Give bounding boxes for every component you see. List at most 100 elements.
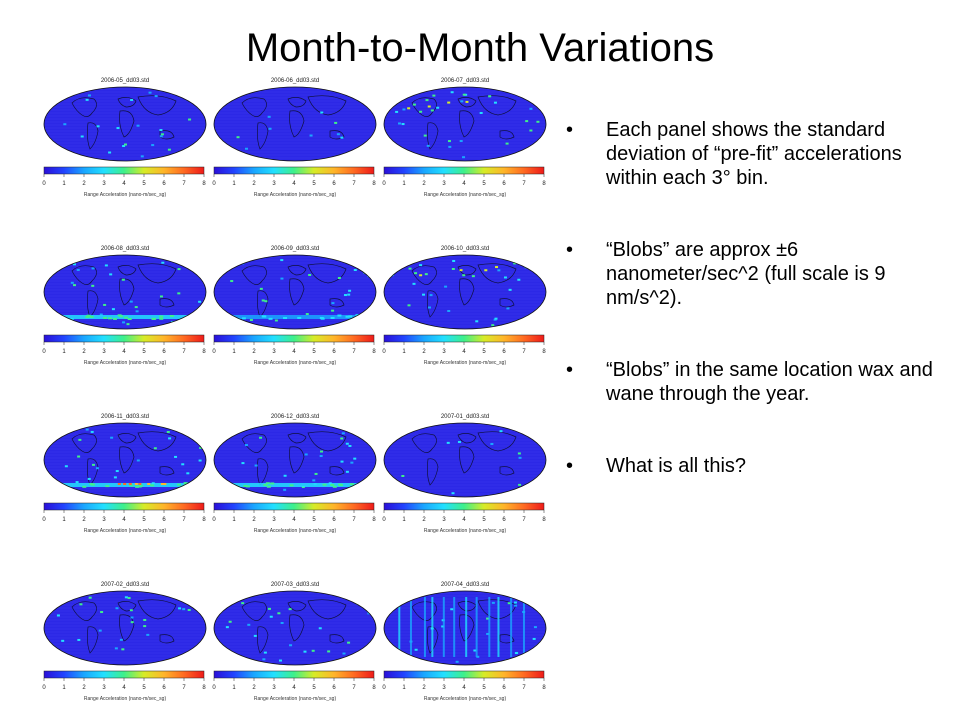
colorbar-tick-label: 2 bbox=[82, 349, 86, 355]
colorbar-tick-label: 7 bbox=[522, 181, 526, 187]
colorbar-title: Range Acceleration (nano-m/sec_sg) bbox=[423, 696, 507, 702]
colorbar-tick-label: 8 bbox=[372, 517, 376, 523]
colorbar-tick-label: 3 bbox=[102, 685, 106, 691]
map-panel: 2007-04_dd03.std 0 1 2 3 4 5 6 7 8 Range Accelerat… bbox=[382, 581, 548, 709]
bullet-dot: • bbox=[566, 359, 574, 381]
colorbar-tick-label: 0 bbox=[42, 685, 46, 691]
colorbar-tick-label: 0 bbox=[212, 685, 216, 691]
slide-title: Month-to-Month Variations bbox=[245, 26, 715, 70]
colorbar: 0 1 2 3 4 5 6 7 8 bbox=[382, 670, 546, 691]
panel-label: 2007-01_dd03.std bbox=[440, 414, 490, 420]
bullet-dot: • bbox=[566, 239, 574, 261]
colorbar: 0 1 2 3 4 5 6 7 8 bbox=[42, 502, 206, 523]
bullet-text: “Blobs” in the same location wax and wan… bbox=[606, 359, 933, 405]
colorbar: 0 1 2 3 4 5 6 7 8 bbox=[212, 334, 376, 355]
colorbar-tick-label: 8 bbox=[542, 349, 546, 355]
colorbar-tick-label: 4 bbox=[292, 349, 296, 355]
colorbar-tick-label: 4 bbox=[292, 685, 296, 691]
world-map bbox=[43, 590, 207, 666]
colorbar-tick-label: 8 bbox=[542, 685, 546, 691]
bullet-item: • Each panel shows the standard deviation… bbox=[566, 118, 946, 190]
world-map bbox=[43, 422, 207, 498]
colorbar-tick-label: 7 bbox=[522, 517, 526, 523]
colorbar-tick-label: 4 bbox=[462, 517, 466, 523]
colorbar-tick-label: 2 bbox=[82, 517, 86, 523]
colorbar: 0 1 2 3 4 5 6 7 8 bbox=[382, 502, 546, 523]
colorbar: 0 1 2 3 4 5 6 7 8 bbox=[382, 334, 546, 355]
colorbar: 0 1 2 3 4 5 6 7 8 bbox=[212, 670, 376, 691]
colorbar-tick-label: 7 bbox=[522, 685, 526, 691]
colorbar-tick-label: 7 bbox=[352, 685, 356, 691]
colorbar-tick-label: 1 bbox=[402, 349, 406, 355]
colorbar-tick-label: 8 bbox=[372, 685, 376, 691]
colorbar-tick-label: 3 bbox=[442, 517, 446, 523]
colorbar-tick-label: 3 bbox=[442, 685, 446, 691]
colorbar-tick-label: 2 bbox=[252, 685, 256, 691]
bullet-item: • What is all this? bbox=[566, 454, 946, 478]
colorbar-tick-label: 4 bbox=[122, 685, 126, 691]
panel-label: 2006-06_dd03.std bbox=[270, 78, 320, 84]
colorbar: 0 1 2 3 4 5 6 7 8 bbox=[42, 334, 206, 355]
colorbar-tick-label: 5 bbox=[482, 349, 486, 355]
colorbar-tick-label: 3 bbox=[272, 181, 276, 187]
colorbar-tick-label: 3 bbox=[272, 517, 276, 523]
map-panel: 2006-10_dd03.std 0 1 2 3 4 5 6 7 8 Range Accelerat… bbox=[382, 245, 548, 373]
colorbar-tick-label: 5 bbox=[312, 685, 316, 691]
bullet-dot: • bbox=[566, 119, 574, 141]
map-panel: 2006-11_dd03.std 0 1 2 3 4 5 6 7 8 Range Accelerat… bbox=[42, 413, 208, 541]
colorbar-tick-label: 5 bbox=[142, 517, 146, 523]
colorbar-title: Range Acceleration (nano-m/sec_sg) bbox=[83, 528, 167, 534]
colorbar-tick-label: 6 bbox=[502, 517, 506, 523]
colorbar-tick-label: 8 bbox=[542, 517, 546, 523]
colorbar-tick-label: 2 bbox=[252, 349, 256, 355]
colorbar-tick-label: 5 bbox=[482, 685, 486, 691]
colorbar-tick-label: 8 bbox=[202, 685, 206, 691]
colorbar-tick-label: 7 bbox=[182, 685, 186, 691]
world-map bbox=[383, 254, 547, 330]
colorbar-tick-label: 4 bbox=[122, 181, 126, 187]
colorbar-tick-label: 4 bbox=[122, 517, 126, 523]
colorbar-tick-label: 0 bbox=[382, 517, 386, 523]
map-panel: 2007-01_dd03.std 0 1 2 3 4 5 6 7 8 Range Accelerat… bbox=[382, 413, 548, 541]
world-map bbox=[43, 86, 207, 162]
bullet-item: • “Blobs” in the same location wax and wa… bbox=[566, 358, 946, 406]
panel-label: 2006-10_dd03.std bbox=[440, 246, 490, 252]
colorbar-tick-label: 5 bbox=[482, 181, 486, 187]
colorbar-tick-label: 8 bbox=[372, 349, 376, 355]
colorbar-tick-label: 0 bbox=[382, 685, 386, 691]
colorbar-title: Range Acceleration (nano-m/sec_sg) bbox=[423, 192, 507, 198]
map-panel: 2006-09_dd03.std 0 1 2 3 4 5 6 7 8 Range Accelerat… bbox=[212, 245, 378, 373]
bullet-dot: • bbox=[566, 455, 574, 477]
colorbar-tick-label: 5 bbox=[312, 181, 316, 187]
colorbar-tick-label: 1 bbox=[402, 685, 406, 691]
colorbar-tick-label: 5 bbox=[312, 517, 316, 523]
colorbar-title: Range Acceleration (nano-m/sec_sg) bbox=[253, 360, 337, 366]
panel-label: 2006-08_dd03.std bbox=[100, 246, 150, 252]
panel-label: 2006-05_dd03.std bbox=[100, 78, 150, 84]
colorbar-tick-label: 4 bbox=[462, 349, 466, 355]
colorbar-tick-label: 8 bbox=[372, 181, 376, 187]
colorbar-tick-label: 2 bbox=[422, 685, 426, 691]
colorbar-tick-label: 3 bbox=[102, 181, 106, 187]
colorbar-tick-label: 3 bbox=[272, 349, 276, 355]
colorbar-tick-label: 1 bbox=[402, 517, 406, 523]
colorbar-tick-label: 7 bbox=[182, 349, 186, 355]
colorbar: 0 1 2 3 4 5 6 7 8 bbox=[212, 502, 376, 523]
colorbar-tick-label: 2 bbox=[422, 517, 426, 523]
colorbar-tick-label: 7 bbox=[352, 349, 356, 355]
colorbar-title: Range Acceleration (nano-m/sec_sg) bbox=[253, 192, 337, 198]
colorbar-tick-label: 5 bbox=[482, 517, 486, 523]
world-map bbox=[383, 86, 547, 162]
bullet-list: • Each panel shows the standard deviation… bbox=[566, 118, 946, 526]
colorbar-tick-label: 5 bbox=[142, 349, 146, 355]
panel-label: 2006-11_dd03.std bbox=[101, 414, 149, 420]
colorbar-tick-label: 8 bbox=[202, 181, 206, 187]
panel-label: 2007-04_dd03.std bbox=[440, 582, 490, 588]
map-panel: 2006-08_dd03.std 0 1 2 3 4 5 6 7 8 Range Accelerat… bbox=[42, 245, 208, 373]
colorbar-tick-label: 4 bbox=[462, 181, 466, 187]
colorbar: 0 1 2 3 4 5 6 7 8 bbox=[42, 670, 206, 691]
colorbar-title: Range Acceleration (nano-m/sec_sg) bbox=[423, 360, 507, 366]
map-panel: 2007-03_dd03.std 0 1 2 3 4 5 6 7 8 Range Accelerat… bbox=[212, 581, 378, 709]
bullet-text: “Blobs” are approx ±6 nanometer/sec^2 (f… bbox=[606, 239, 886, 309]
panel-label: 2007-03_dd03.std bbox=[270, 582, 320, 588]
